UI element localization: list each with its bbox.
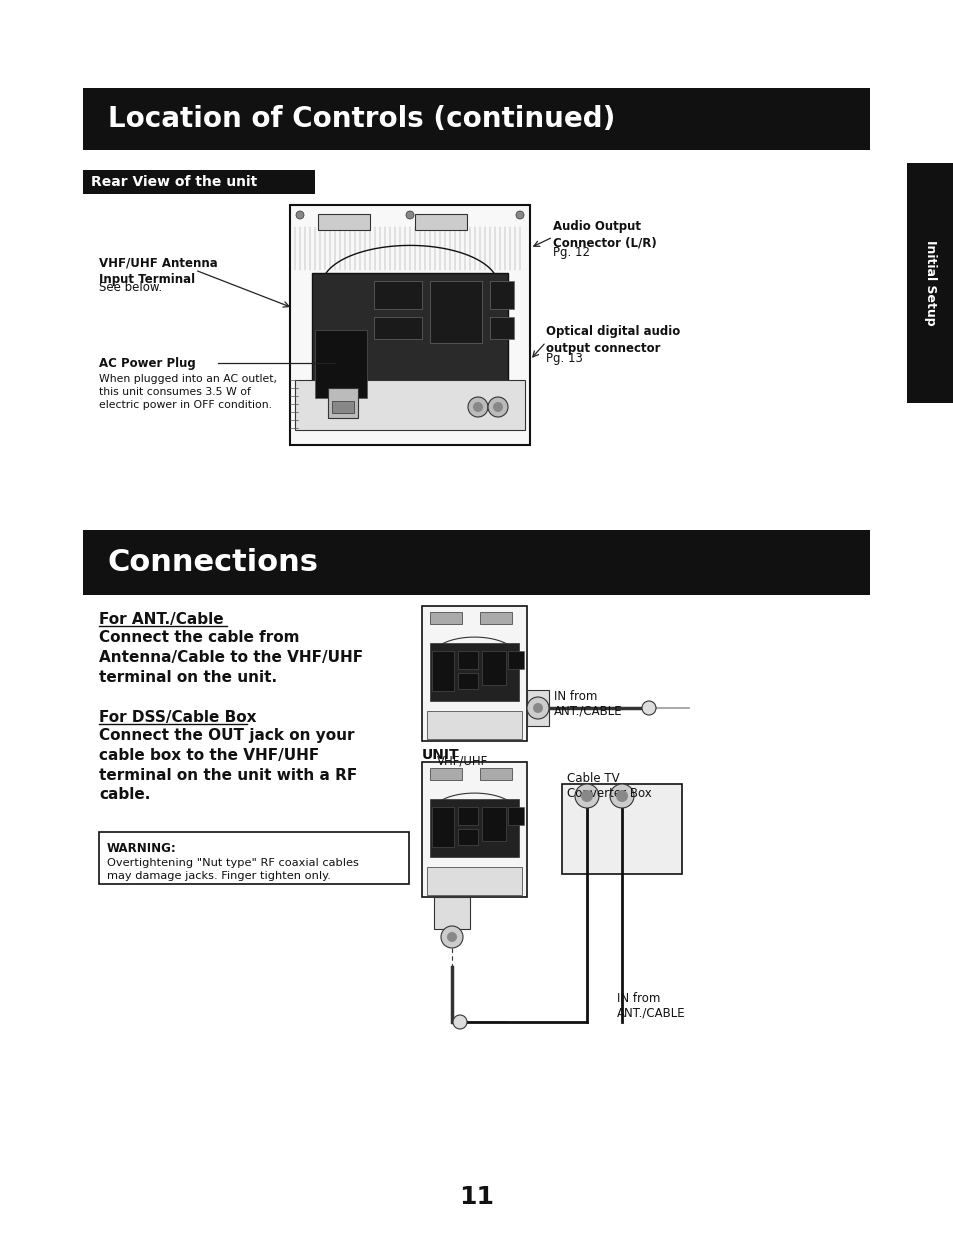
Bar [906, 163, 953, 403]
Text: Cable TV
Converter Box: Cable TV Converter Box [566, 772, 651, 800]
Bar [421, 606, 526, 741]
Text: For ANT./Cable: For ANT./Cable [99, 613, 223, 627]
Bar [430, 768, 461, 781]
Circle shape [533, 703, 542, 713]
Bar [457, 673, 477, 689]
Circle shape [580, 790, 593, 802]
Text: Optical digital audio
output connector: Optical digital audio output connector [545, 325, 679, 354]
Circle shape [641, 701, 656, 715]
Circle shape [609, 784, 634, 808]
Bar [507, 806, 523, 825]
Circle shape [575, 784, 598, 808]
Circle shape [488, 396, 507, 417]
Text: Connect the cable from
Antenna/Cable to the VHF/UHF
terminal on the unit.: Connect the cable from Antenna/Cable to … [99, 630, 363, 684]
Text: Rear View of the unit: Rear View of the unit [91, 175, 257, 189]
Text: Connect the OUT jack on your
cable box to the VHF/UHF
terminal on the unit with : Connect the OUT jack on your cable box t… [99, 727, 356, 803]
Bar [294, 380, 524, 430]
Bar [314, 330, 367, 398]
Bar [312, 273, 507, 403]
Circle shape [493, 403, 502, 412]
Bar [430, 282, 481, 343]
Circle shape [468, 396, 488, 417]
Circle shape [440, 926, 462, 948]
Bar [430, 613, 461, 624]
Bar [457, 806, 477, 825]
Text: WARNING:: WARNING: [107, 842, 176, 855]
Bar [481, 651, 505, 685]
Circle shape [473, 403, 482, 412]
Bar [83, 170, 314, 194]
Text: VHF/UHF: VHF/UHF [436, 755, 488, 768]
Text: UNIT: UNIT [421, 748, 459, 762]
Text: Connections: Connections [108, 548, 318, 577]
Bar [374, 317, 421, 338]
Text: Pg. 12: Pg. 12 [553, 246, 589, 259]
Bar [434, 897, 470, 929]
Bar [481, 806, 505, 841]
Bar [432, 806, 454, 847]
Text: IN from
ANT./CABLE: IN from ANT./CABLE [617, 992, 685, 1020]
Text: IN from
ANT./CABLE: IN from ANT./CABLE [554, 690, 622, 718]
Text: AC Power Plug: AC Power Plug [99, 357, 195, 370]
Text: Pg. 13: Pg. 13 [545, 352, 582, 366]
Circle shape [453, 1015, 467, 1029]
Circle shape [616, 790, 627, 802]
Circle shape [447, 932, 456, 942]
Bar [490, 317, 514, 338]
Text: When plugged into an AC outlet,
this unit consumes 3.5 W of
electric power in OF: When plugged into an AC outlet, this uni… [99, 374, 276, 410]
Circle shape [295, 211, 304, 219]
Bar [457, 829, 477, 845]
Bar [430, 643, 518, 701]
Text: VHF/UHF Antenna
Input Terminal: VHF/UHF Antenna Input Terminal [99, 256, 217, 287]
Text: Initial Setup: Initial Setup [923, 240, 936, 326]
Text: Overtightening "Nut type" RF coaxial cables
may damage jacks. Finger tighten onl: Overtightening "Nut type" RF coaxial cab… [107, 858, 358, 881]
Bar [507, 651, 523, 669]
Bar [83, 88, 869, 149]
Bar [457, 651, 477, 669]
Text: Location of Controls (continued): Location of Controls (continued) [108, 105, 615, 133]
Text: See below.: See below. [99, 282, 162, 294]
Bar [479, 613, 512, 624]
Text: For DSS/Cable Box: For DSS/Cable Box [99, 710, 256, 725]
Bar [83, 530, 869, 595]
Text: 11: 11 [459, 1186, 494, 1209]
Bar [328, 388, 357, 417]
Bar [427, 711, 521, 739]
Bar [374, 282, 421, 309]
Bar [421, 762, 526, 897]
Bar [479, 768, 512, 781]
Bar [430, 799, 518, 857]
Bar [317, 214, 370, 230]
Bar [432, 651, 454, 692]
Bar [99, 832, 409, 884]
Bar [427, 867, 521, 895]
Bar [332, 401, 354, 412]
Circle shape [406, 211, 414, 219]
Bar [415, 214, 467, 230]
Circle shape [526, 697, 548, 719]
Bar [490, 282, 514, 309]
Circle shape [516, 211, 523, 219]
Bar [526, 690, 548, 726]
Text: Audio Output
Connector (L/R): Audio Output Connector (L/R) [553, 220, 656, 249]
Bar [561, 784, 681, 874]
Bar [290, 205, 530, 445]
